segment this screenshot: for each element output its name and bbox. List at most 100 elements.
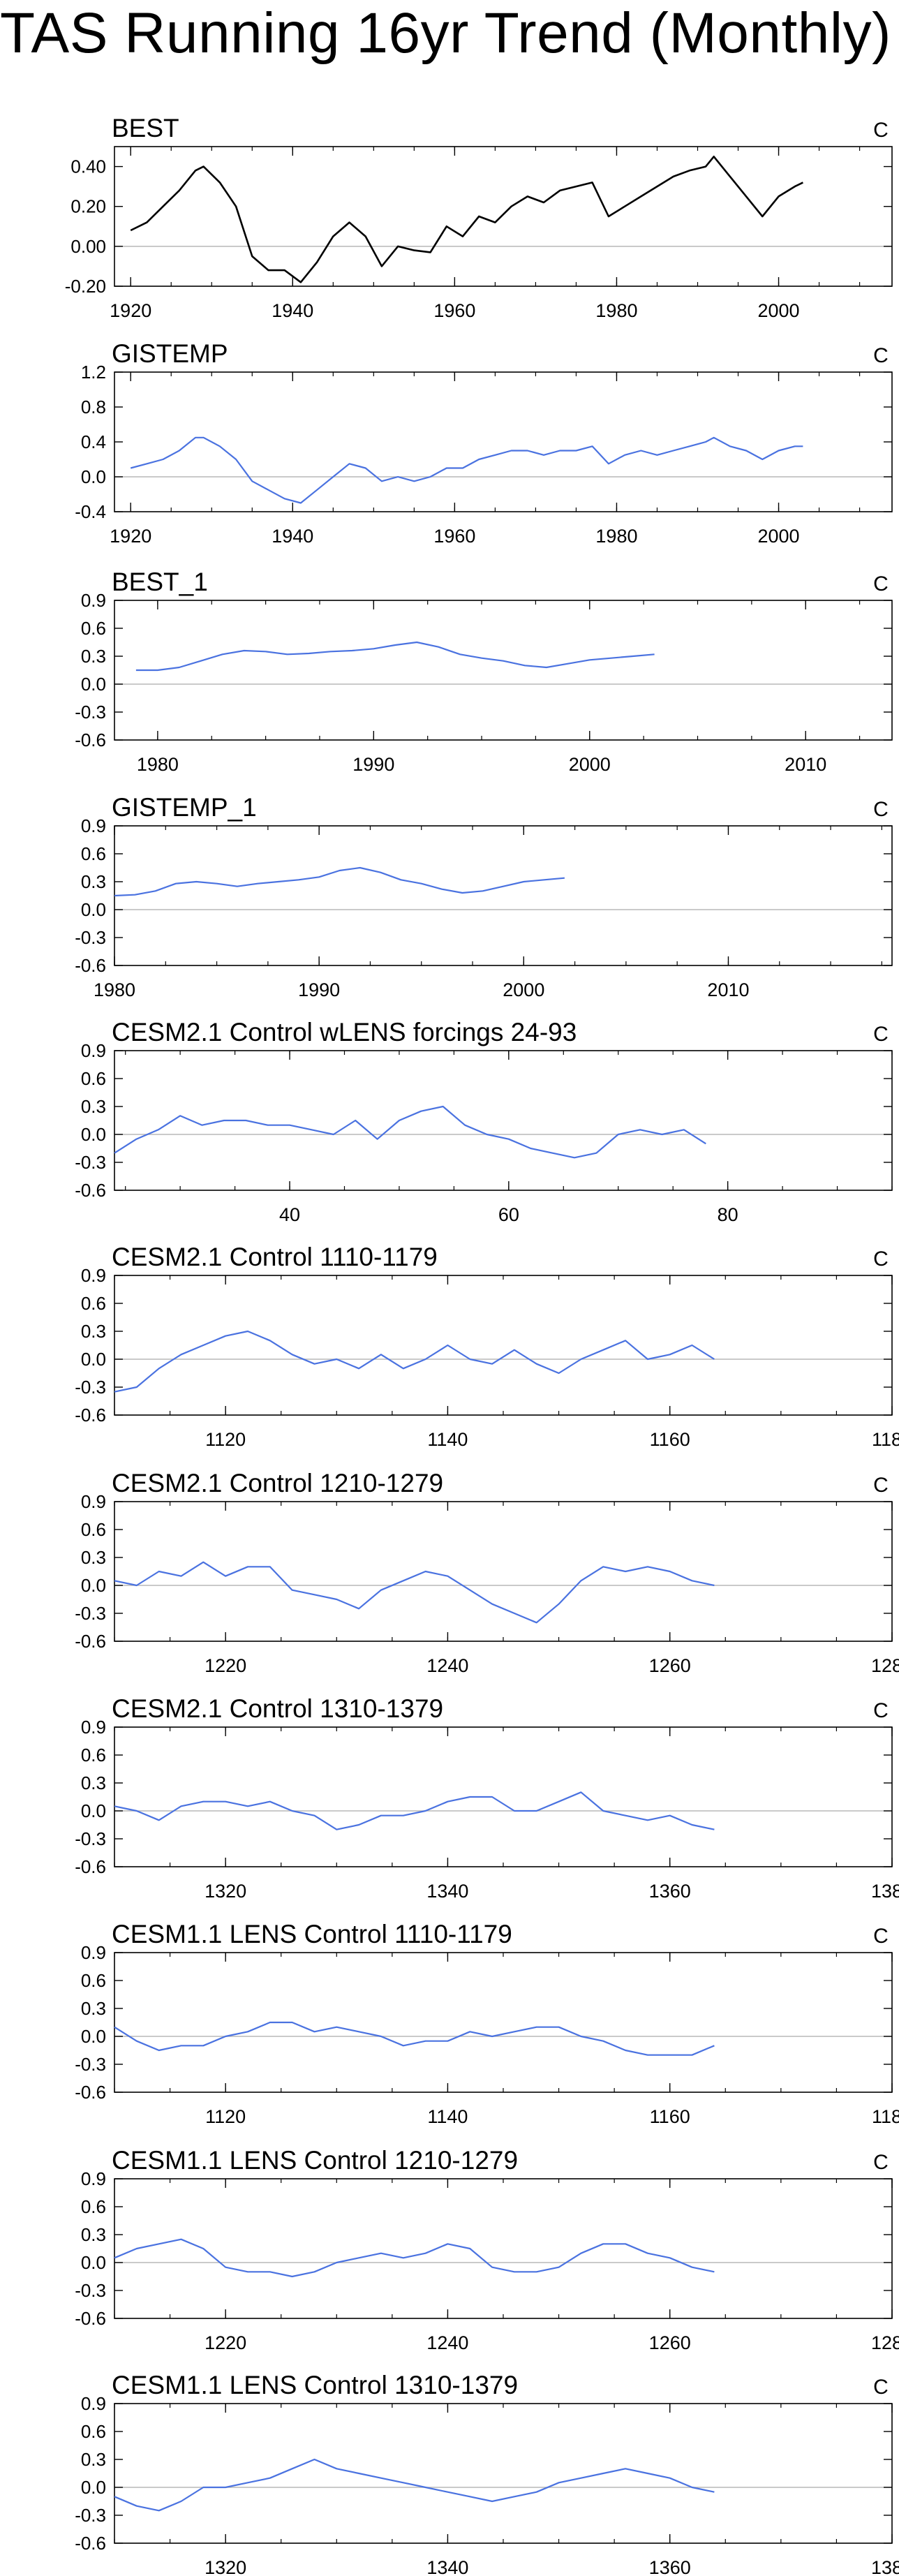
panel-title: GISTEMP: [112, 339, 228, 368]
y-tick-label: 0.3: [81, 2449, 106, 2470]
y-tick-label: 0.9: [81, 1717, 106, 1738]
x-tick-label: 1220: [205, 1655, 246, 1676]
plot-frame: [114, 146, 893, 287]
x-tick-label: 1980: [595, 300, 637, 321]
y-tick-label: 0.0: [81, 1800, 106, 1821]
y-tick-label: 0.0: [81, 1124, 106, 1145]
x-tick-label: 1280: [871, 1655, 899, 1676]
x-tick-label: 1940: [272, 526, 313, 547]
y-tick-label: 0.3: [81, 1096, 106, 1117]
y-tick-label: -0.6: [75, 955, 106, 976]
panel-unit: C: [873, 1248, 889, 1271]
x-tick-label: 1180: [872, 1429, 899, 1450]
x-tick-label: 1380: [871, 2557, 899, 2576]
panel-unit: C: [873, 2376, 889, 2399]
series-line: [114, 2021, 715, 2056]
y-tick-label: 0.6: [81, 1745, 106, 1766]
y-tick-label: 0.6: [81, 1293, 106, 1314]
series-line: [114, 2458, 715, 2512]
panel-title: CESM1.1 LENS Control 1110-1179: [112, 1920, 512, 1948]
x-tick-label: 2000: [503, 979, 544, 1000]
series-line: [114, 1105, 706, 1159]
y-tick-label: 0.20: [70, 196, 106, 217]
x-tick-label: 1960: [433, 526, 475, 547]
chart-panel-9: 1120 1140 1160 1180 -0.6 -0.3 0.0 0.3 0.6 0.9 CESM…: [75, 1920, 899, 2127]
x-tick-label: 1990: [298, 979, 340, 1000]
panel-unit: C: [873, 2151, 889, 2174]
chart-panel-2: 1920 1940 1960 1980 2000 -0.4 0.0 0.4 0.8 1.2 GIST…: [75, 339, 893, 547]
panel-title: BEST_1: [112, 568, 208, 596]
y-tick-label: 0.0: [81, 899, 106, 920]
plot-frame: [114, 2403, 893, 2544]
y-tick-label: -0.6: [75, 730, 106, 750]
y-tick-label: -0.3: [75, 2054, 106, 2075]
x-tick-label: 1320: [205, 2557, 246, 2576]
y-tick-label: 0.6: [81, 1519, 106, 1540]
y-tick-label: -0.3: [75, 1828, 106, 1849]
chart-panel-7: 1220 1240 1260 1280 -0.6 -0.3 0.0 0.3 0.6 0.9 CESM…: [75, 1469, 899, 1676]
y-tick-label: 1.2: [81, 362, 106, 383]
y-tick-label: 0.0: [81, 1575, 106, 1596]
plot-frame: [114, 2178, 893, 2319]
plot-frame: [114, 1050, 893, 1191]
panel-unit: C: [873, 344, 889, 367]
series-line: [114, 1561, 715, 1624]
chart-panel-8: 1320 1340 1360 1380 -0.6 -0.3 0.0 0.3 0.6 0.9 CESM…: [75, 1694, 899, 1902]
y-tick-label: 0.0: [81, 2477, 106, 2498]
y-tick-label: 0.8: [81, 397, 106, 417]
panel-unit: C: [873, 119, 889, 142]
y-tick-label: 0.6: [81, 1970, 106, 1991]
panel-unit: C: [873, 572, 889, 595]
plot-frame: [114, 1501, 893, 1642]
chart-panel-1: 1920 1940 1960 1980 2000 -0.20 0.00 0.20 0.40 BES…: [65, 114, 893, 321]
panel-title: BEST: [112, 114, 179, 142]
chart-panel-3: 1980 1990 2000 2010 -0.6 -0.3 0.0 0.3 0.6 0.9 BEST…: [75, 568, 893, 775]
x-tick-label: 1140: [427, 2106, 468, 2127]
y-tick-label: -0.6: [75, 1631, 106, 1652]
x-tick-label: 1140: [427, 1429, 468, 1450]
y-tick-label: 0.9: [81, 1040, 106, 1061]
y-tick-label: -0.6: [75, 1405, 106, 1426]
y-tick-label: -0.4: [75, 501, 106, 522]
plot-frame: [114, 600, 893, 741]
x-tick-label: 1180: [872, 2106, 899, 2127]
y-tick-label: 0.3: [81, 1998, 106, 2019]
y-tick-label: 0.3: [81, 1547, 106, 1568]
y-tick-label: 0.00: [70, 236, 106, 257]
x-tick-label: 1380: [871, 1881, 899, 1902]
y-tick-label: 0.6: [81, 2196, 106, 2217]
y-tick-label: -0.3: [75, 702, 106, 723]
series-line: [114, 1791, 715, 1830]
y-tick-label: -0.6: [75, 2308, 106, 2329]
x-tick-label: 1160: [650, 2106, 690, 2127]
series-line: [130, 436, 803, 504]
series-line: [130, 156, 803, 283]
x-tick-label: 1340: [426, 2557, 468, 2576]
y-tick-label: 0.3: [81, 1772, 106, 1793]
x-tick-label: 2000: [758, 300, 800, 321]
panel-title: CESM2.1 Control 1210-1279: [112, 1469, 443, 1497]
panel-unit: C: [873, 1023, 889, 1046]
y-tick-label: 0.0: [81, 1349, 106, 1370]
x-tick-label: 1920: [110, 526, 151, 547]
y-tick-label: 0.9: [81, 2168, 106, 2189]
y-tick-label: 0.9: [81, 590, 106, 611]
y-tick-label: -0.6: [75, 1180, 106, 1201]
chart-panel-6: 1120 1140 1160 1180 -0.6 -0.3 0.0 0.3 0.6 0.9 CESM…: [75, 1243, 899, 1450]
x-tick-label: 40: [279, 1204, 300, 1225]
chart-panel-5: 40 60 80 -0.6 -0.3 0.0 0.3 0.6 0.9 CESM2.1 Contro…: [75, 1018, 893, 1225]
y-tick-label: 0.4: [81, 431, 106, 452]
x-tick-label: 1980: [94, 979, 135, 1000]
x-tick-label: 1920: [110, 300, 151, 321]
y-tick-label: -0.20: [65, 276, 106, 297]
x-tick-label: 1360: [649, 2557, 691, 2576]
x-tick-label: 1360: [649, 1881, 691, 1902]
x-tick-label: 2000: [569, 754, 611, 775]
y-tick-label: 0.0: [81, 2252, 106, 2273]
panel-unit: C: [873, 1699, 889, 1722]
plot-frame: [114, 1275, 893, 1416]
x-tick-label: 1990: [352, 754, 394, 775]
page-title: TAS Running 16yr Trend (Monthly): [0, 1, 891, 65]
x-tick-label: 1940: [272, 300, 313, 321]
y-tick-label: 0.6: [81, 618, 106, 639]
